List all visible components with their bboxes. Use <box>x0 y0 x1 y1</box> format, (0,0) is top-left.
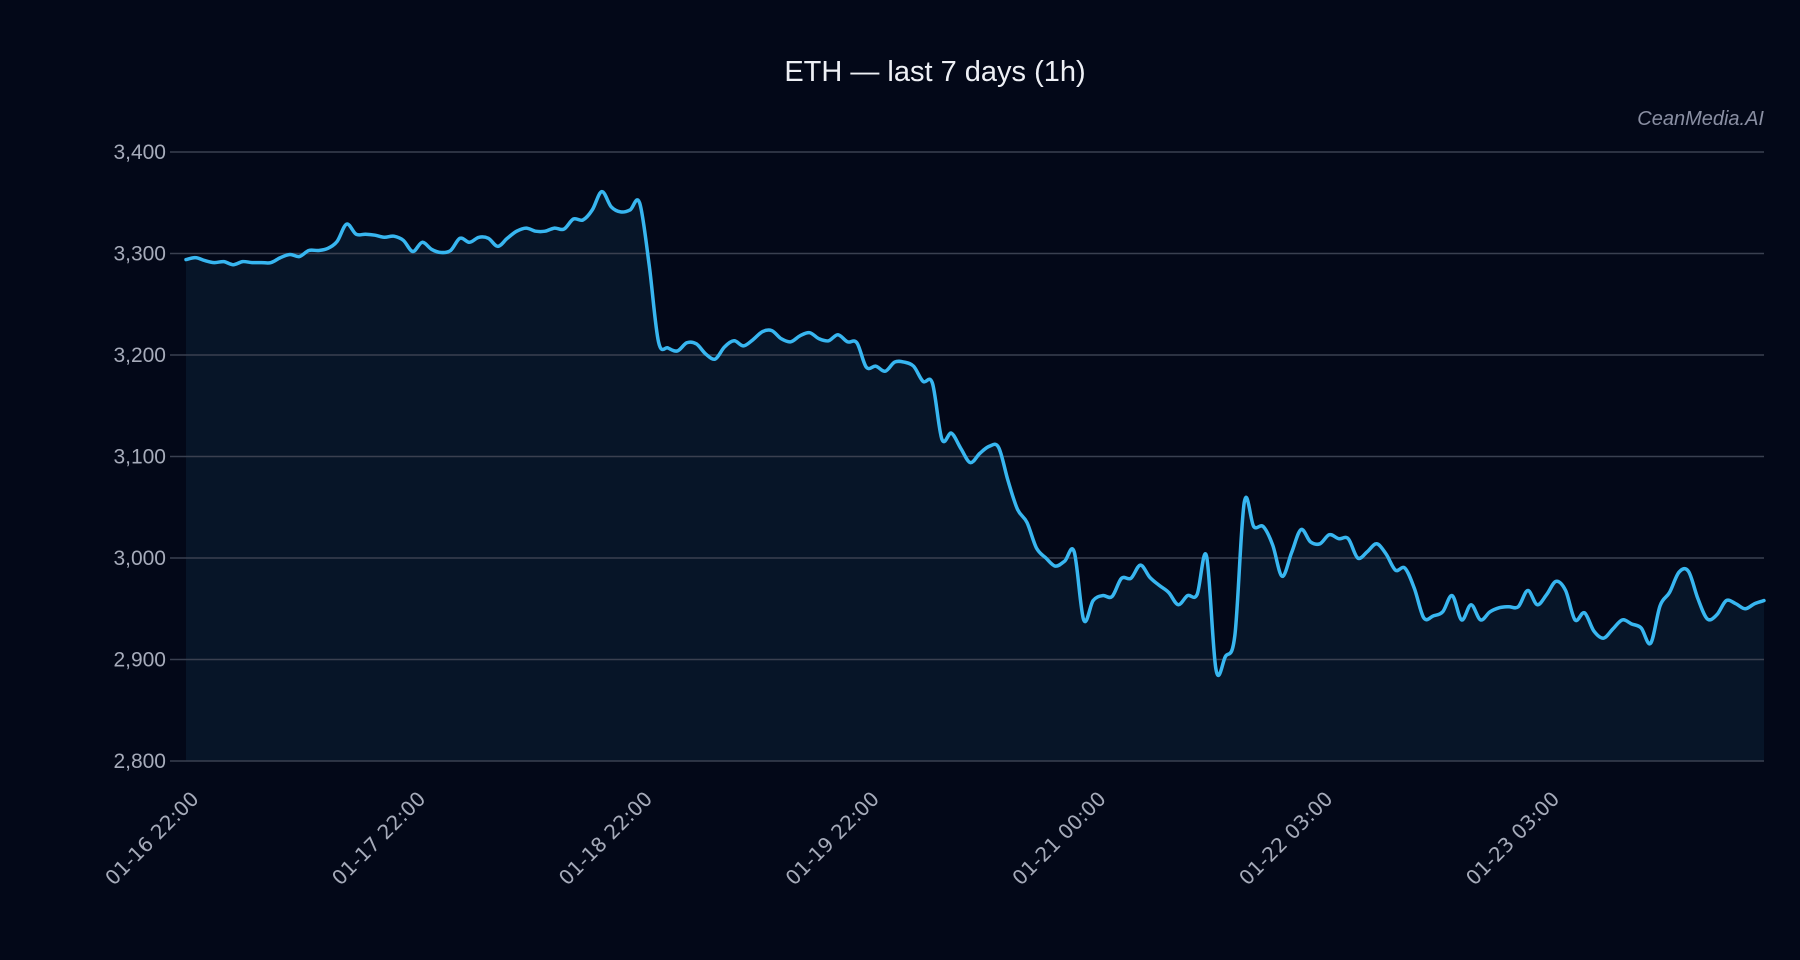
gridlines <box>170 151 1764 762</box>
y-tick-label: 3,000 <box>113 547 166 570</box>
x-tick-label: 01-19 22:00 <box>781 787 884 890</box>
y-tick-label: 3,300 <box>113 243 166 266</box>
x-tick-label: 01-23 03:00 <box>1461 787 1564 890</box>
y-tick-label: 3,200 <box>113 344 166 367</box>
y-tick-label: 3,400 <box>113 141 166 164</box>
price-line <box>184 189 1766 678</box>
x-axis: 01-16 22:00 01-17 22:00 01-18 22:00 01-19 2… <box>100 787 1564 890</box>
x-tick-label: 01-17 22:00 <box>327 787 430 890</box>
x-tick-label: 01-21 00:00 <box>1007 787 1110 890</box>
x-tick-label: 01-16 22:00 <box>100 787 203 890</box>
area-fill <box>186 191 1764 761</box>
y-axis: 2,800 2,900 3,000 3,100 3,200 3,300 3,400 <box>113 141 166 773</box>
watermark: CeanMedia.AI <box>1637 108 1764 130</box>
y-tick-label: 2,900 <box>113 649 166 672</box>
chart-title: ETH — last 7 days (1h) <box>784 56 1086 88</box>
y-tick-label: 2,800 <box>113 750 166 773</box>
x-tick-label: 01-18 22:00 <box>554 787 657 890</box>
x-tick-label: 01-22 03:00 <box>1234 787 1337 890</box>
y-tick-label: 3,100 <box>113 446 166 469</box>
